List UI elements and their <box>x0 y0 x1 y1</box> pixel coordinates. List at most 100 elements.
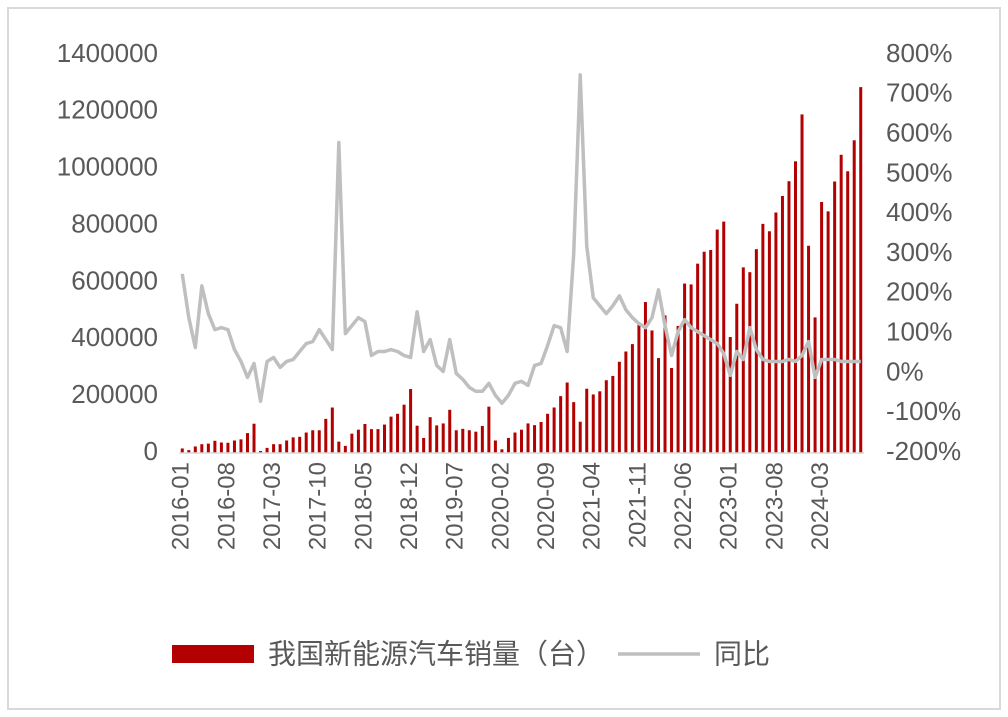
bar <box>833 181 837 453</box>
bar <box>663 315 667 453</box>
bar <box>291 437 295 453</box>
bar <box>252 423 256 453</box>
bar <box>643 302 647 453</box>
y-tick-label: 1000000 <box>57 152 158 182</box>
bar <box>670 367 674 453</box>
bar <box>637 325 641 453</box>
y-tick-label: 1200000 <box>57 95 158 125</box>
bar <box>415 425 419 453</box>
bar <box>265 447 269 453</box>
y2-tick-label: 0% <box>886 356 924 386</box>
bar <box>272 444 276 453</box>
bar <box>565 382 569 453</box>
bar <box>193 446 197 453</box>
bar <box>676 325 680 453</box>
bar <box>761 223 765 453</box>
bar <box>187 450 191 453</box>
bar <box>500 449 504 453</box>
bar <box>578 421 582 453</box>
bar <box>735 303 739 453</box>
bar <box>696 263 700 453</box>
y2-tick-label: 100% <box>886 316 953 346</box>
x-tick-label: 2023-08 <box>761 462 788 550</box>
bar <box>748 272 752 453</box>
bar <box>572 402 576 453</box>
bar <box>441 423 445 453</box>
bar <box>585 388 589 453</box>
x-tick-label: 2019-07 <box>442 462 469 550</box>
bar <box>800 114 804 453</box>
x-tick-label: 2020-02 <box>487 462 514 550</box>
bar <box>259 451 263 453</box>
y2-tick-label: 800% <box>886 38 953 68</box>
bar <box>826 211 830 453</box>
y-tick-label: 800000 <box>71 208 158 238</box>
bar <box>226 442 230 453</box>
bar <box>219 442 223 453</box>
bar <box>552 407 556 453</box>
bar <box>311 430 315 453</box>
y-tick-label: 200000 <box>71 379 158 409</box>
bar <box>852 140 856 454</box>
bar <box>604 380 608 453</box>
bar <box>715 229 719 453</box>
bar <box>409 389 413 453</box>
x-tick-label: 2021-04 <box>579 462 606 550</box>
bar <box>402 404 406 453</box>
bar <box>728 337 732 453</box>
bar <box>428 417 432 453</box>
bar <box>246 433 249 453</box>
bar <box>422 437 426 453</box>
bar <box>285 440 289 453</box>
bar <box>683 283 687 453</box>
bar <box>506 437 510 453</box>
y-tick-label: 0 <box>144 436 158 466</box>
bar <box>820 201 824 453</box>
bar <box>448 409 452 453</box>
x-tick-label: 2017-10 <box>305 462 332 550</box>
bar <box>702 251 706 453</box>
bar <box>859 87 863 454</box>
bar <box>774 212 778 453</box>
y-tick-label: 600000 <box>71 265 158 295</box>
bar <box>206 443 210 453</box>
y-tick-label: 1400000 <box>57 38 158 68</box>
x-tick-label: 2021-11 <box>624 462 651 548</box>
y2-tick-label: -100% <box>886 396 961 426</box>
bar <box>239 439 243 453</box>
bar <box>383 424 386 453</box>
legend-swatch <box>172 645 254 663</box>
bar <box>794 161 797 453</box>
bar <box>780 196 784 453</box>
bar <box>513 432 517 453</box>
bar <box>598 391 602 453</box>
bar <box>232 440 236 453</box>
bar <box>520 429 523 453</box>
y-tick-label: 400000 <box>71 322 158 352</box>
bar <box>787 181 791 454</box>
x-tick-label: 2016-01 <box>168 462 195 550</box>
y2-tick-label: 700% <box>886 78 953 108</box>
x-tick-label: 2023-01 <box>716 462 743 550</box>
bar <box>624 351 628 453</box>
bar <box>480 425 484 453</box>
bar <box>493 440 497 453</box>
bar <box>343 445 347 453</box>
x-tick-label: 2022-06 <box>670 462 697 550</box>
bar <box>200 444 204 453</box>
bar <box>213 440 217 453</box>
bar <box>526 423 530 453</box>
x-tick-label: 2016-08 <box>213 462 240 550</box>
bar <box>376 429 380 453</box>
bar <box>767 231 771 453</box>
bar <box>846 171 850 453</box>
bar <box>722 221 726 453</box>
legend-label: 同比 <box>714 638 770 669</box>
bar <box>435 425 439 453</box>
bar <box>650 330 654 453</box>
bar <box>389 416 393 453</box>
legend-label: 我国新能源汽车销量（台） <box>268 638 604 669</box>
bar <box>839 154 843 453</box>
y2-tick-label: -200% <box>886 436 961 466</box>
bar <box>657 358 660 453</box>
